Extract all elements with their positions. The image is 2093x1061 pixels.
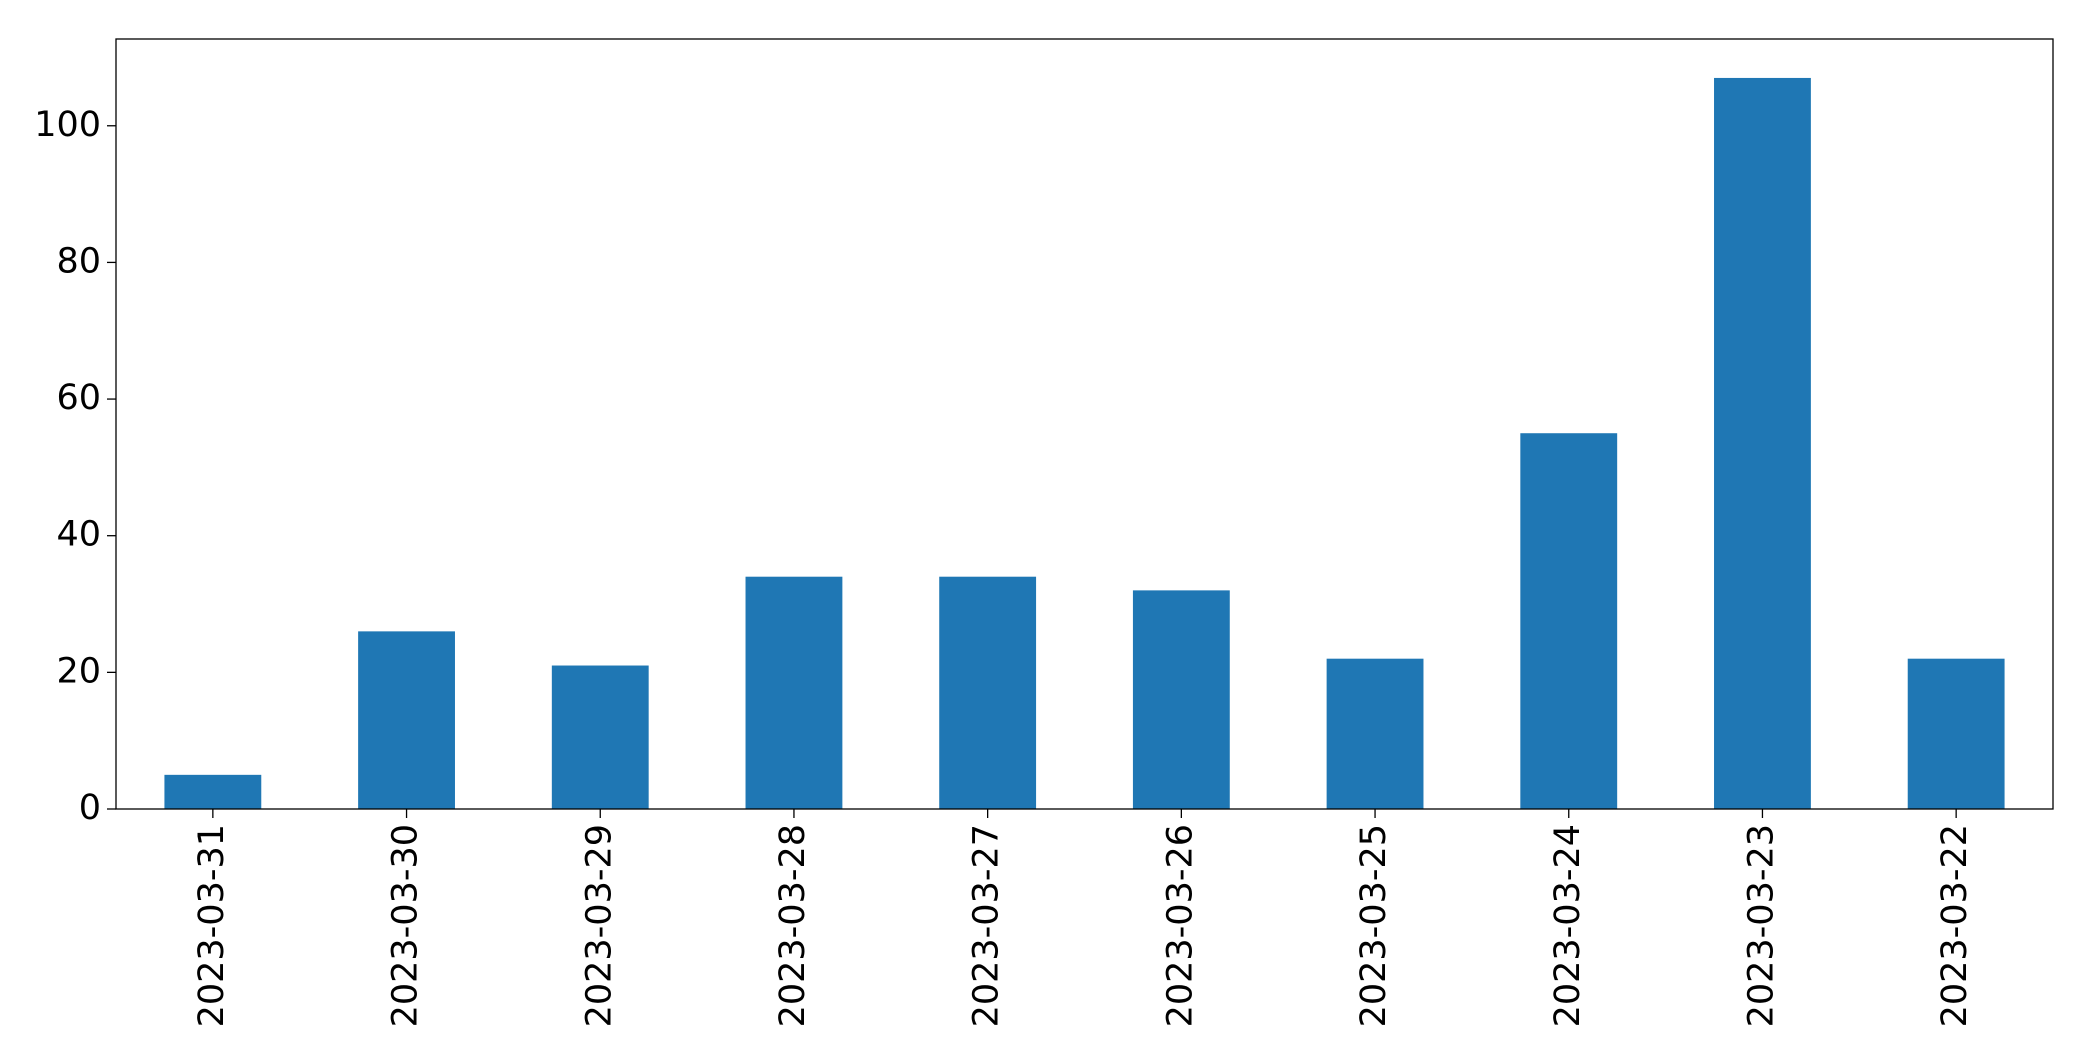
- bar: [551, 665, 649, 809]
- x-tick-label: 2023-03-30: [386, 824, 426, 1027]
- plot-frame: [115, 38, 2054, 810]
- bar: [1132, 590, 1230, 809]
- bar: [1907, 658, 2005, 809]
- bar: [1326, 658, 1424, 809]
- bar: [164, 774, 262, 809]
- bar: [939, 576, 1037, 809]
- x-tick-label: 2023-03-22: [1935, 824, 1975, 1027]
- y-tick-label: 80: [56, 241, 101, 281]
- bar: [1520, 433, 1618, 809]
- bar: [745, 576, 843, 809]
- y-tick-label: 40: [56, 515, 101, 555]
- x-tick-label: 2023-03-23: [1741, 824, 1781, 1027]
- y-tick-label: 20: [56, 651, 101, 691]
- x-tick-label: 2023-03-28: [773, 824, 813, 1027]
- x-tick-label: 2023-03-26: [1160, 824, 1200, 1027]
- x-tick-label: 2023-03-27: [967, 824, 1007, 1027]
- x-tick-label: 2023-03-29: [579, 824, 619, 1027]
- y-tick-label: 60: [56, 378, 101, 418]
- y-tick-label: 0: [79, 788, 101, 828]
- x-tick-label: 2023-03-31: [192, 824, 232, 1027]
- x-tick-label: 2023-03-25: [1354, 824, 1394, 1027]
- x-tick-label: 2023-03-24: [1548, 824, 1588, 1027]
- y-tick-label: 100: [34, 105, 101, 145]
- bar: [358, 631, 455, 809]
- bar: [1714, 77, 1811, 810]
